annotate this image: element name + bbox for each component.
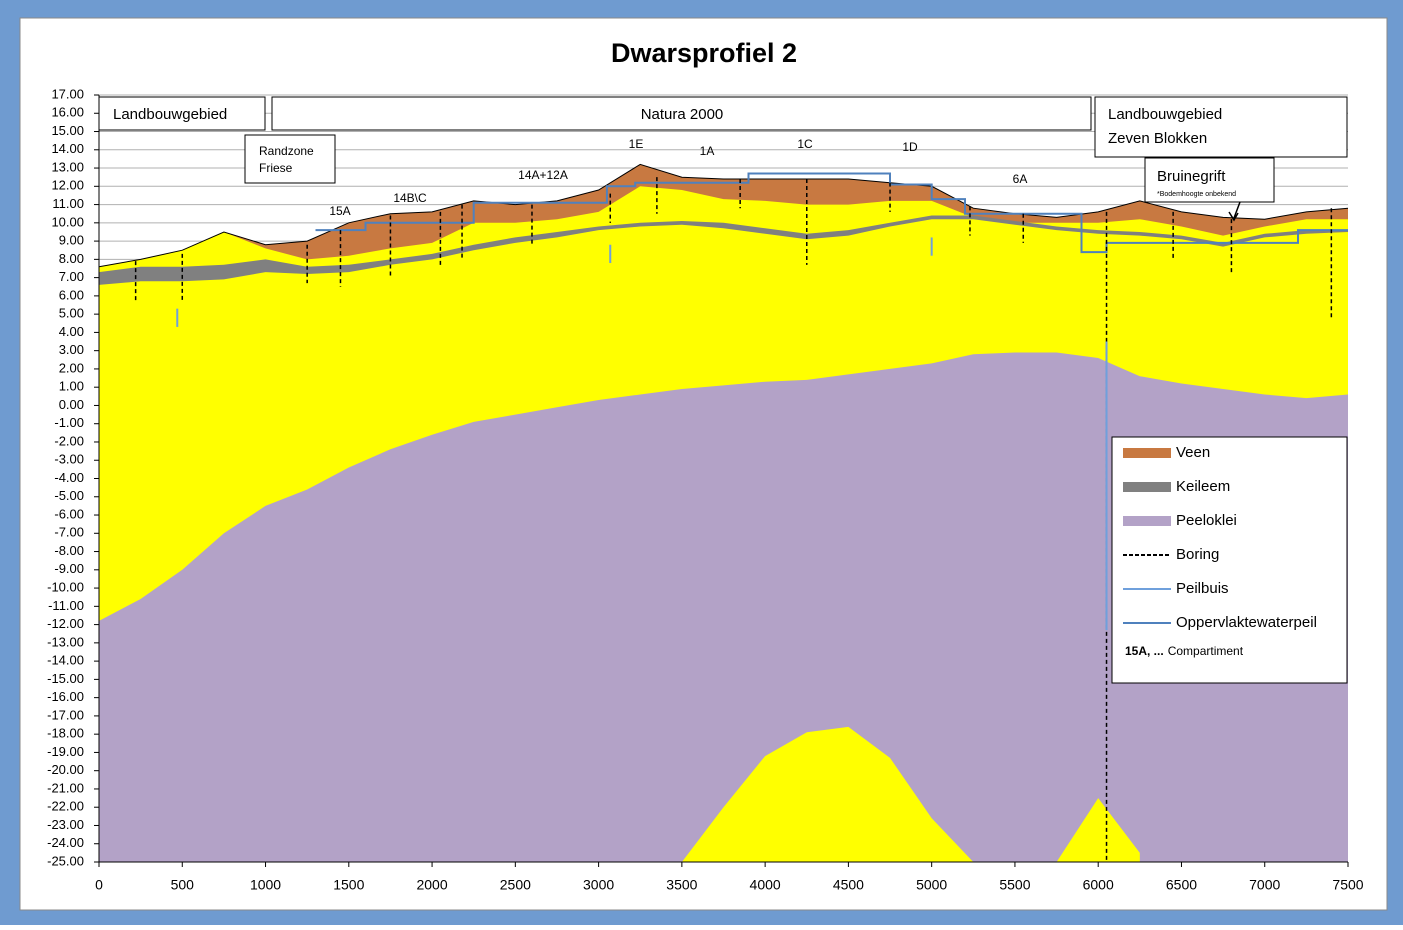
x-tick-label: 4500: [833, 877, 864, 893]
x-tick-label: 4000: [750, 877, 781, 893]
compartment-label: 6A: [1013, 172, 1028, 186]
y-tick-label: -19.00: [47, 744, 84, 759]
legend-note: 15A, ... Compartiment: [1125, 644, 1244, 658]
y-tick-label: -18.00: [47, 726, 84, 741]
y-tick-label: 8.00: [59, 251, 84, 266]
compartment-label: 1D: [902, 140, 918, 154]
legend-note-bold: 15A, ...: [1125, 644, 1164, 658]
y-tick-label: -6.00: [54, 506, 84, 521]
y-tick-label: -5.00: [54, 488, 84, 503]
y-tick-label: 14.00: [51, 141, 84, 156]
x-tick-label: 6000: [1083, 877, 1114, 893]
y-tick-label: -12.00: [47, 616, 84, 631]
y-tick-label: -23.00: [47, 817, 84, 832]
y-tick-label: -16.00: [47, 689, 84, 704]
y-tick-label: -13.00: [47, 634, 84, 649]
legend-swatch: [1123, 448, 1171, 458]
x-tick-label: 7500: [1332, 877, 1363, 893]
x-tick-label: 2000: [416, 877, 447, 893]
y-tick-label: -24.00: [47, 835, 84, 850]
compartment-label: 1A: [700, 144, 715, 158]
x-tick-label: 5000: [916, 877, 947, 893]
x-tick-label: 3500: [666, 877, 697, 893]
y-tick-label: -8.00: [54, 543, 84, 558]
zone-label: Natura 2000: [641, 106, 724, 123]
legend-note-text: Compartiment: [1168, 644, 1244, 658]
legend-label: Oppervlaktewaterpeil: [1176, 614, 1317, 631]
legend-swatch: [1123, 482, 1171, 492]
x-tick-label: 0: [95, 877, 103, 893]
y-tick-label: -1.00: [54, 415, 84, 430]
y-tick-label: -11.00: [48, 598, 84, 613]
legend-label: Peilbuis: [1176, 580, 1229, 597]
y-tick-label: -2.00: [54, 433, 84, 448]
y-tick-label: 13.00: [51, 159, 84, 174]
y-tick-label: -20.00: [47, 762, 84, 777]
x-tick-label: 3000: [583, 877, 614, 893]
x-tick-label: 2500: [500, 877, 531, 893]
y-tick-label: -14.00: [47, 653, 84, 668]
x-tick-label: 6500: [1166, 877, 1197, 893]
y-tick-label: 4.00: [59, 324, 84, 339]
y-tick-label: -7.00: [54, 525, 84, 540]
y-tick-label: 2.00: [59, 360, 84, 375]
compartment-label: 15A: [329, 204, 350, 218]
legend-label: Keileem: [1176, 478, 1230, 495]
y-tick-label: -17.00: [47, 707, 84, 722]
y-tick-label: -3.00: [54, 452, 84, 467]
y-tick-label: 15.00: [51, 123, 84, 138]
y-tick-label: 6.00: [59, 287, 84, 302]
compartment-label: 14A+12A: [518, 168, 568, 182]
y-tick-label: 10.00: [51, 214, 84, 229]
zone-label: Zeven Blokken: [1108, 130, 1207, 147]
x-tick-label: 5500: [999, 877, 1030, 893]
x-tick-label: 1000: [250, 877, 281, 893]
y-tick-label: 1.00: [59, 379, 84, 394]
y-tick-label: 12.00: [51, 178, 84, 193]
legend-swatch: [1123, 516, 1171, 526]
bruinegrift-title: Bruinegrift: [1157, 168, 1226, 185]
compartment-label: 1C: [797, 137, 813, 151]
y-tick-label: -25.00: [47, 853, 84, 868]
x-tick-label: 500: [171, 877, 195, 893]
chart: Dwarsprofiel 2 17.00 16.00 15.00 14.00 13.00…: [0, 0, 1403, 925]
y-tick-label: 0.00: [59, 397, 84, 412]
x-tick-label: 1500: [333, 877, 364, 893]
zone-box: [245, 135, 335, 183]
y-tick-label: -9.00: [54, 561, 84, 576]
compartment-label: 14B\C: [393, 191, 427, 205]
y-tick-label: 3.00: [59, 342, 84, 357]
zone-label: Friese: [259, 161, 293, 175]
legend-label: Peeloklei: [1176, 512, 1237, 529]
y-tick-label: -15.00: [47, 671, 84, 686]
y-tick-label: -10.00: [47, 580, 84, 595]
compartment-label: 1E: [629, 137, 644, 151]
y-tick-label: 9.00: [59, 233, 84, 248]
bruinegrift-note: *Bodemhoogte onbekend: [1157, 191, 1236, 198]
zone-label: Landbouwgebied: [1108, 106, 1222, 123]
y-tick-label: 5.00: [59, 306, 84, 321]
legend-label: Veen: [1176, 444, 1210, 461]
y-tick-label: -4.00: [54, 470, 84, 485]
y-tick-label: 7.00: [59, 269, 84, 284]
y-tick-label: -22.00: [47, 799, 84, 814]
zone-label: Landbouwgebied: [113, 106, 227, 123]
y-tick-label: 11.00: [52, 196, 84, 211]
zone-label: Randzone: [259, 144, 314, 158]
y-tick-label: -21.00: [47, 780, 84, 795]
x-tick-label: 7000: [1249, 877, 1280, 893]
chart-title: Dwarsprofiel 2: [611, 38, 797, 68]
y-tick-label: 17.00: [51, 86, 84, 101]
legend-label: Boring: [1176, 546, 1219, 563]
y-tick-label: 16.00: [51, 105, 84, 120]
